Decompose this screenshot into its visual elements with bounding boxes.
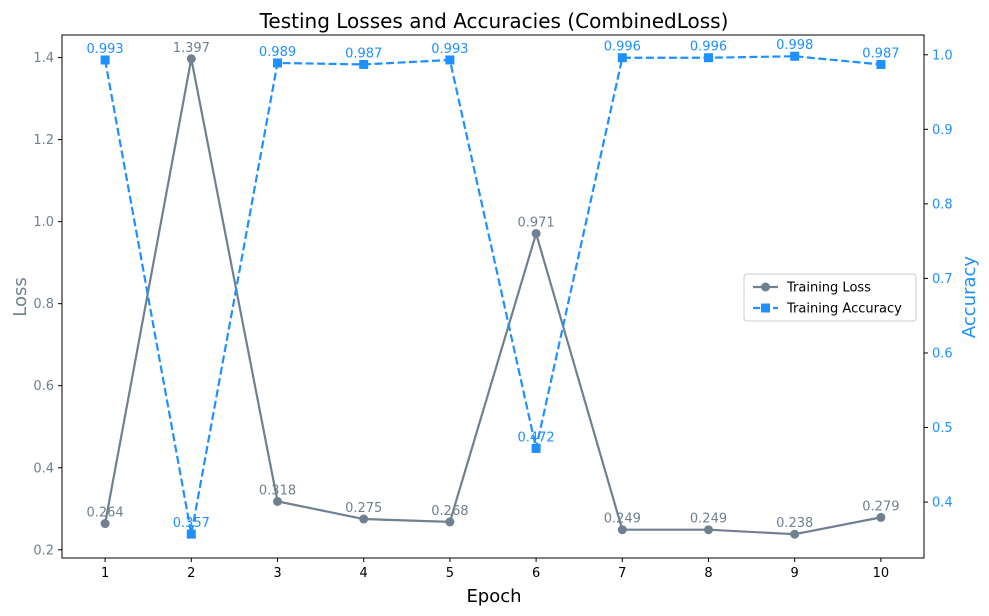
y-right-tick-label: 0.7 [932, 272, 953, 287]
x-tick-label: 8 [704, 566, 712, 581]
loss-data-label: 0.238 [776, 516, 813, 531]
x-tick-label: 5 [446, 566, 454, 581]
legend-entry-label: Training Accuracy [786, 302, 902, 317]
y-right-tick-label: 0.5 [932, 421, 953, 436]
accuracy-point [876, 59, 886, 69]
accuracy-point [790, 51, 800, 61]
accuracy-data-label: 0.996 [690, 40, 727, 55]
loss-point [876, 512, 886, 522]
legend: Training Loss Training Accuracy [743, 273, 917, 322]
accuracy-point [186, 529, 196, 539]
accuracy-point [273, 58, 282, 68]
accuracy-data-label: 0.993 [86, 42, 123, 57]
loss-point [186, 54, 196, 64]
accuracy-data-label: 0.472 [517, 430, 554, 445]
y-axis-right-label: Accuracy [959, 256, 980, 339]
loss-point [100, 519, 110, 529]
loss-data-label: 0.264 [86, 506, 123, 521]
loss-data-label: 0.971 [517, 216, 554, 231]
y-right-tick-label: 1.0 [932, 48, 953, 63]
loss-data-label: 0.318 [259, 483, 296, 498]
legend-entry-label: Training Loss [786, 281, 871, 296]
x-axis-label: Epoch [466, 586, 521, 607]
y-left-tick-label: 1.2 [33, 133, 54, 148]
y-axis-right: 0.4 0.5 0.6 0.7 0.8 0.9 1.0 [924, 48, 953, 511]
loss-point [790, 529, 800, 539]
x-tick-label: 7 [618, 566, 626, 581]
x-tick-label: 4 [360, 566, 368, 581]
y-axis-left: 0.2 0.4 0.6 0.8 1.0 1.2 1.4 [33, 51, 62, 558]
legend-marker [761, 282, 770, 292]
accuracy-point [531, 443, 541, 453]
loss-point [359, 514, 369, 524]
y-axis-left-label: Loss [10, 277, 31, 316]
loss-data-label: 0.268 [431, 504, 468, 519]
accuracy-point [359, 59, 369, 69]
accuracy-point [704, 53, 713, 63]
loss-point [704, 525, 713, 535]
loss-data-label: 0.249 [604, 512, 641, 527]
y-right-tick-label: 0.4 [932, 496, 953, 511]
loss-point [617, 525, 627, 535]
y-left-tick-label: 0.8 [33, 297, 54, 312]
x-tick-label: 1 [101, 566, 109, 581]
loss-data-label: 1.397 [173, 41, 210, 56]
series-line-loss [104, 57, 882, 536]
plot-area [61, 34, 925, 559]
y-left-tick-label: 1.0 [33, 215, 54, 230]
accuracy-data-label: 0.989 [259, 45, 296, 60]
loss-point [445, 517, 455, 527]
series-layer [100, 51, 886, 539]
x-tick-label: 3 [273, 566, 281, 581]
loss-point [273, 496, 282, 506]
loss-data-label: 0.279 [862, 499, 899, 514]
y-left-tick-label: 0.6 [33, 379, 54, 394]
accuracy-point [445, 55, 455, 65]
chart-title: Testing Losses and Accuracies (CombinedL… [259, 9, 729, 33]
y-right-tick-label: 0.9 [932, 123, 953, 138]
y-left-tick-label: 0.2 [33, 543, 54, 558]
legend-marker [761, 303, 770, 313]
loss-point [531, 229, 541, 239]
accuracy-point [100, 55, 110, 65]
x-tick-label: 10 [873, 566, 890, 581]
y-left-tick-label: 0.4 [33, 461, 54, 476]
accuracy-data-label: 0.998 [776, 38, 813, 53]
x-tick-label: 2 [187, 566, 195, 581]
y-left-tick-label: 1.4 [33, 51, 54, 66]
loss-data-label: 0.275 [345, 501, 382, 516]
data-labels: 0.264 1.397 0.318 0.275 0.268 0.971 0.249 0.249… [86, 38, 899, 531]
accuracy-data-label: 0.993 [431, 42, 468, 57]
accuracy-point [617, 53, 627, 63]
x-tick-label: 6 [532, 566, 540, 581]
accuracy-data-label: 0.996 [604, 40, 641, 55]
y-right-tick-label: 0.6 [932, 346, 953, 361]
accuracy-data-label: 0.987 [345, 46, 382, 61]
y-right-tick-label: 0.8 [932, 197, 953, 212]
x-axis: 1 2 3 4 5 6 7 8 9 10 [101, 558, 889, 581]
accuracy-data-label: 0.357 [173, 516, 210, 531]
x-tick-label: 9 [791, 566, 799, 581]
accuracy-data-label: 0.987 [862, 46, 899, 61]
loss-data-label: 0.249 [690, 512, 727, 527]
series-line-accuracy [104, 55, 882, 536]
